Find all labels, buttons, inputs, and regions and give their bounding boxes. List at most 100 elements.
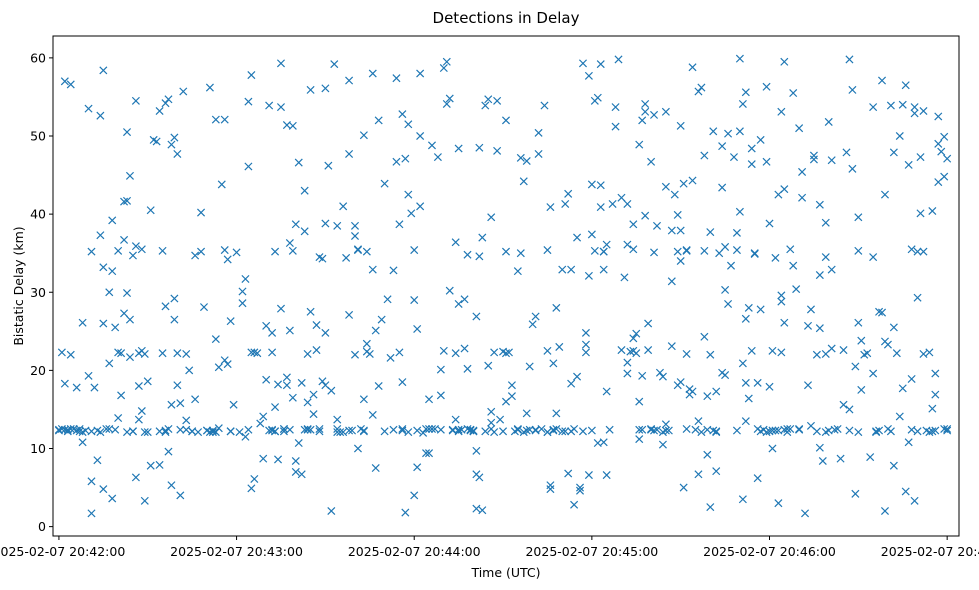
data-point — [688, 387, 697, 396]
data-point — [815, 324, 824, 333]
data-point — [131, 242, 140, 251]
data-point — [803, 381, 813, 390]
data-point — [300, 227, 309, 236]
data-point — [463, 250, 472, 259]
data-point — [167, 400, 176, 409]
data-point — [87, 509, 96, 518]
data-point — [422, 449, 431, 458]
data-point — [191, 251, 200, 260]
data-point — [676, 378, 685, 387]
data-point — [125, 171, 135, 180]
data-point — [558, 265, 567, 274]
data-point — [581, 348, 590, 357]
data-point — [584, 471, 593, 480]
data-point — [401, 508, 410, 517]
data-point — [567, 379, 576, 388]
y-axis-label: Bistatic Delay (km) — [11, 226, 26, 345]
data-point — [398, 378, 407, 387]
data-point — [300, 425, 309, 434]
data-point — [72, 383, 81, 392]
data-point — [342, 253, 351, 262]
data-point — [330, 60, 339, 69]
x-tick-label: 2025-02-07 20:42:00 — [0, 544, 125, 559]
data-point — [803, 321, 813, 330]
data-point — [857, 385, 866, 394]
data-point — [786, 245, 795, 254]
data-point — [161, 302, 170, 311]
data-point — [117, 391, 126, 400]
data-point — [244, 162, 253, 171]
data-point — [718, 183, 727, 192]
data-point — [650, 110, 659, 119]
data-point — [102, 424, 111, 433]
data-point — [487, 213, 496, 222]
data-point — [125, 315, 135, 324]
data-point — [694, 87, 703, 96]
data-point — [496, 415, 505, 424]
data-point — [679, 179, 688, 188]
data-point — [783, 424, 792, 433]
data-point — [146, 461, 155, 470]
data-point — [667, 342, 676, 351]
data-point — [389, 425, 398, 434]
data-point — [561, 199, 570, 208]
data-point — [285, 326, 294, 335]
chart-title: Detections in Delay — [433, 9, 580, 27]
data-point — [146, 206, 155, 215]
data-point — [350, 231, 360, 241]
data-point — [143, 377, 152, 386]
data-point — [700, 246, 709, 255]
data-point — [546, 203, 555, 212]
data-point — [869, 369, 878, 378]
data-point — [250, 474, 259, 483]
data-point — [78, 318, 87, 327]
data-point — [454, 425, 463, 434]
data-point — [276, 59, 286, 68]
data-point — [114, 348, 123, 357]
data-point — [499, 427, 508, 436]
data-point — [285, 425, 294, 434]
data-point — [490, 348, 499, 357]
data-point — [726, 261, 736, 270]
data-point — [439, 64, 448, 73]
data-point — [679, 483, 688, 492]
data-point — [809, 151, 818, 160]
data-point — [232, 248, 241, 257]
data-point — [635, 397, 644, 406]
data-point — [513, 267, 522, 276]
data-point — [792, 285, 801, 294]
data-point — [327, 386, 336, 395]
data-point — [223, 360, 232, 369]
data-point — [182, 349, 191, 358]
data-point — [753, 378, 762, 387]
data-point — [747, 346, 756, 355]
data-point — [913, 427, 922, 436]
data-point — [472, 446, 481, 455]
data-point — [599, 247, 608, 256]
data-point — [724, 129, 733, 138]
data-point — [898, 100, 907, 109]
data-point — [96, 231, 105, 240]
data-point — [105, 288, 114, 297]
data-point — [131, 96, 140, 105]
data-point — [889, 461, 898, 470]
data-point — [578, 59, 588, 68]
data-point — [93, 456, 102, 465]
data-point — [599, 265, 608, 274]
data-point — [158, 349, 167, 358]
data-point — [898, 384, 907, 393]
data-point — [359, 427, 368, 436]
data-point — [676, 256, 685, 266]
data-point — [404, 428, 413, 437]
data-point — [925, 348, 934, 357]
data-point — [306, 307, 315, 316]
data-point — [851, 489, 860, 498]
data-point — [904, 438, 913, 447]
data-point — [596, 203, 605, 212]
data-point — [827, 265, 836, 274]
data-point — [765, 382, 774, 391]
data-point — [309, 390, 318, 399]
data-point — [66, 80, 75, 89]
data-point — [413, 463, 422, 472]
data-point — [801, 509, 810, 518]
